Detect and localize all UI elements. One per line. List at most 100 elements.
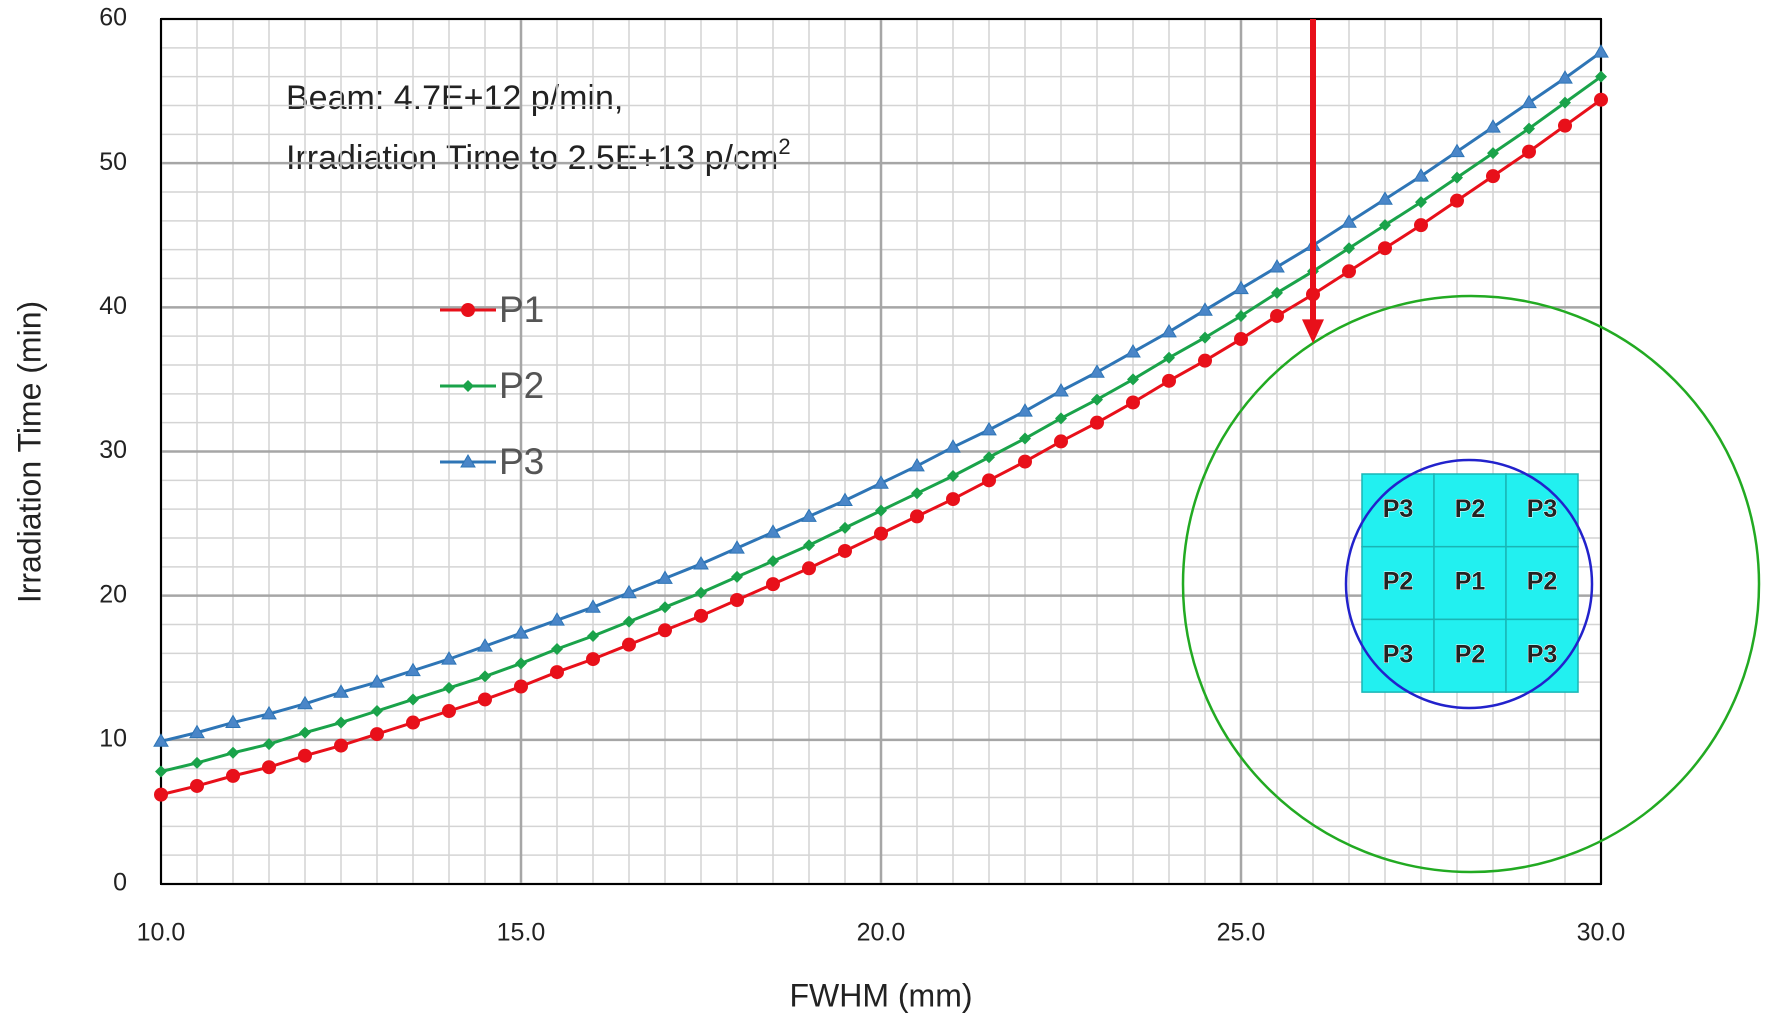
data-point xyxy=(695,586,707,599)
data-point xyxy=(1559,96,1571,109)
inset-cell-label: P3 xyxy=(1383,495,1414,523)
legend-marker xyxy=(461,303,475,317)
data-point xyxy=(189,724,205,739)
data-point xyxy=(371,705,383,717)
data-point xyxy=(839,521,851,534)
data-point xyxy=(369,674,385,688)
data-point xyxy=(1379,219,1391,232)
data-point xyxy=(1414,218,1428,233)
data-point xyxy=(477,638,493,652)
data-point xyxy=(334,738,348,753)
annotation: Beam: 4.7E+12 p/min, xyxy=(286,79,623,117)
data-point xyxy=(227,746,239,759)
data-point xyxy=(261,705,277,720)
data-point xyxy=(155,765,167,778)
data-point xyxy=(873,475,889,489)
data-point xyxy=(1269,258,1285,273)
legend-label: P2 xyxy=(499,365,544,406)
data-point xyxy=(1161,323,1177,338)
inset-cell xyxy=(1361,473,1435,548)
data-point xyxy=(1053,382,1069,397)
data-point xyxy=(1162,373,1176,388)
data-point xyxy=(874,526,888,541)
y-tick-label: 0 xyxy=(113,869,127,897)
data-point xyxy=(1485,119,1501,133)
data-point xyxy=(1595,70,1607,83)
legend-marker xyxy=(460,454,476,468)
data-point xyxy=(1377,191,1393,205)
y-tick-label: 30 xyxy=(99,436,127,464)
y-tick-label: 50 xyxy=(99,148,127,176)
data-point xyxy=(191,756,203,769)
inset-cell-label: P2 xyxy=(1455,640,1486,668)
plot-frame xyxy=(160,18,1602,885)
data-point xyxy=(621,584,637,599)
data-point xyxy=(947,470,959,483)
data-point xyxy=(1594,92,1608,107)
data-point xyxy=(405,662,421,677)
data-point xyxy=(1451,171,1463,184)
data-point xyxy=(623,615,635,628)
data-point xyxy=(766,577,780,592)
data-point xyxy=(981,421,997,436)
legend-marker xyxy=(462,380,474,392)
inset-cell-label: P2 xyxy=(1383,568,1414,596)
y-tick-label: 40 xyxy=(99,292,127,320)
data-point xyxy=(911,487,923,500)
data-point xyxy=(1091,393,1103,406)
data-point xyxy=(333,684,349,698)
data-point xyxy=(1233,280,1249,295)
data-point xyxy=(262,760,276,775)
data-point xyxy=(1521,94,1537,109)
data-point xyxy=(587,630,599,643)
annotation-superscript: 2 xyxy=(778,134,790,159)
data-point xyxy=(729,540,745,554)
y-tick-label: 10 xyxy=(99,724,127,752)
data-point xyxy=(982,473,996,488)
data-point xyxy=(658,623,672,638)
data-point xyxy=(1126,395,1140,410)
inset-cell-label: P2 xyxy=(1455,495,1486,523)
data-point xyxy=(730,592,744,607)
x-tick-label: 10.0 xyxy=(137,919,186,947)
data-point xyxy=(550,665,564,680)
data-point xyxy=(803,539,815,552)
data-point xyxy=(514,679,528,694)
data-point xyxy=(190,778,204,793)
annotation: Irradiation Time to 2.5E+13 p/cm2 xyxy=(286,134,791,177)
data-point xyxy=(153,733,169,747)
data-point xyxy=(1019,432,1031,445)
data-point xyxy=(1017,403,1033,417)
data-point xyxy=(1018,454,1032,469)
data-point xyxy=(1378,241,1392,256)
inset-cell-label: P3 xyxy=(1527,640,1558,668)
annotation-text: Irradiation Time to 2.5E+13 p/cm xyxy=(286,139,778,177)
data-point xyxy=(1593,44,1609,58)
data-point xyxy=(657,570,673,584)
x-tick-label: 20.0 xyxy=(857,919,906,947)
data-point xyxy=(1197,302,1213,316)
data-point xyxy=(335,716,347,729)
data-point xyxy=(479,670,491,683)
inset-cell-label: P3 xyxy=(1527,495,1558,523)
inset-cell-label: P2 xyxy=(1527,568,1558,596)
data-point xyxy=(370,727,384,742)
x-axis-title: FWHM (mm) xyxy=(789,977,972,1013)
y-tick-label: 20 xyxy=(99,580,127,608)
data-point xyxy=(909,457,925,472)
data-point xyxy=(1342,264,1356,279)
data-point xyxy=(1163,351,1175,364)
data-point xyxy=(299,726,311,739)
inset-cell-label: P1 xyxy=(1455,568,1486,596)
data-point xyxy=(1270,308,1284,323)
x-tick-label: 30.0 xyxy=(1577,919,1626,947)
data-point xyxy=(659,601,671,614)
data-point xyxy=(946,492,960,507)
data-point xyxy=(693,555,709,570)
data-point xyxy=(1054,434,1068,449)
data-point xyxy=(875,504,887,517)
data-point xyxy=(443,681,455,694)
data-point xyxy=(1522,144,1536,159)
inset-cell-label: P3 xyxy=(1383,640,1414,668)
